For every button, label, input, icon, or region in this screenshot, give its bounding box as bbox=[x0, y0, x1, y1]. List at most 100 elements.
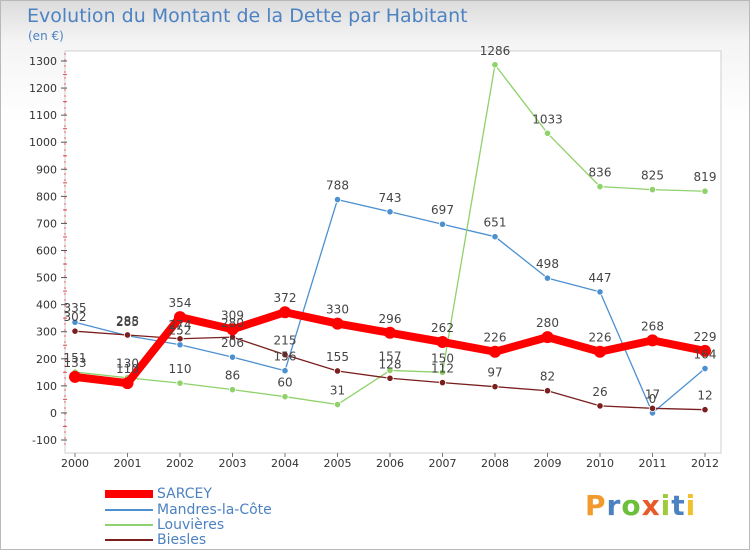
data-point bbox=[386, 366, 394, 375]
data-label: 31 bbox=[330, 384, 345, 398]
data-point bbox=[701, 364, 709, 373]
data-point bbox=[228, 386, 237, 394]
data-label: 302 bbox=[64, 310, 87, 324]
legend-label-sarcey: SARCEY bbox=[157, 486, 212, 502]
data-point bbox=[71, 327, 79, 335]
data-label: 150 bbox=[431, 351, 454, 365]
data-label: 215 bbox=[274, 334, 297, 348]
data-label: 498 bbox=[536, 257, 559, 271]
data-label: 82 bbox=[540, 370, 555, 384]
y-tick-label: 1000 bbox=[29, 136, 57, 149]
data-label: 26 bbox=[592, 385, 607, 399]
data-label: 252 bbox=[169, 324, 192, 338]
data-label: 697 bbox=[431, 203, 454, 217]
legend-label-louvieres: Louvières bbox=[157, 517, 225, 533]
data-point bbox=[174, 311, 186, 324]
data-label: 157 bbox=[379, 349, 402, 363]
y-tick-label: 900 bbox=[36, 163, 57, 176]
legend-item-louvieres: Louvières bbox=[105, 517, 355, 533]
data-label: 128 bbox=[379, 357, 402, 371]
data-point bbox=[333, 367, 342, 375]
data-point bbox=[281, 351, 289, 359]
data-label: 110 bbox=[169, 362, 192, 376]
legend-swatch-louvieres bbox=[105, 524, 153, 526]
data-point bbox=[384, 326, 396, 339]
data-label: 1286 bbox=[480, 44, 511, 58]
data-label: 156 bbox=[274, 350, 297, 364]
data-label: 296 bbox=[379, 312, 402, 326]
data-point bbox=[543, 387, 552, 395]
legend-swatch-sarcey bbox=[105, 490, 153, 498]
data-point bbox=[596, 183, 604, 191]
data-label: 268 bbox=[641, 319, 664, 333]
data-label: 280 bbox=[536, 316, 559, 330]
data-point bbox=[123, 331, 132, 339]
legend-item-sarcey: SARCEY bbox=[105, 486, 355, 502]
y-tick-label: 400 bbox=[36, 299, 57, 312]
y-tick-label: 1300 bbox=[29, 55, 57, 68]
data-point bbox=[281, 393, 289, 401]
data-point bbox=[279, 306, 291, 319]
legend-item-biesles: Biesles bbox=[105, 532, 355, 548]
data-point bbox=[333, 400, 342, 409]
data-point bbox=[701, 187, 709, 195]
data-label: 280 bbox=[221, 316, 244, 330]
data-label: 788 bbox=[326, 179, 349, 193]
data-point bbox=[543, 274, 552, 282]
data-point bbox=[438, 368, 447, 376]
data-point bbox=[438, 379, 447, 387]
data-point bbox=[596, 402, 604, 410]
legend-label-mandres: Mandres-la-Côte bbox=[157, 502, 272, 518]
data-label: 274 bbox=[169, 318, 192, 332]
data-label: 112 bbox=[431, 362, 454, 376]
data-label: 12 bbox=[697, 389, 712, 403]
data-label: 164 bbox=[694, 348, 717, 362]
x-tick-label: 2002 bbox=[166, 457, 194, 470]
y-tick-label: 1200 bbox=[29, 82, 57, 95]
data-point bbox=[699, 344, 711, 357]
data-label: 229 bbox=[694, 330, 717, 344]
data-label: 836 bbox=[589, 166, 612, 180]
data-point bbox=[281, 367, 289, 375]
data-label: 0 bbox=[649, 392, 657, 406]
x-tick-label: 2004 bbox=[271, 457, 299, 470]
data-point bbox=[228, 353, 237, 361]
data-point bbox=[121, 377, 134, 390]
x-tick-label: 2009 bbox=[534, 457, 562, 470]
data-point bbox=[491, 383, 499, 391]
x-tick-label: 2003 bbox=[219, 457, 247, 470]
data-label: 743 bbox=[379, 191, 402, 205]
data-label: 825 bbox=[641, 169, 664, 183]
data-label: 309 bbox=[221, 308, 244, 322]
data-point bbox=[648, 404, 657, 412]
data-point bbox=[176, 379, 184, 387]
x-tick-label: 2007 bbox=[429, 457, 457, 470]
data-label: 226 bbox=[589, 331, 612, 345]
y-tick-label: 1100 bbox=[29, 109, 57, 122]
data-point bbox=[331, 317, 344, 330]
data-label: 97 bbox=[487, 366, 502, 380]
chart-subtitle: (en €) bbox=[28, 29, 64, 43]
data-label: 262 bbox=[431, 321, 454, 335]
data-point bbox=[176, 335, 184, 343]
data-label: 330 bbox=[326, 303, 349, 317]
x-tick-label: 2011 bbox=[639, 457, 667, 470]
data-point bbox=[333, 196, 342, 204]
data-point bbox=[491, 61, 499, 69]
data-point bbox=[596, 288, 604, 296]
legend-item-mandres: Mandres-la-Côte bbox=[105, 502, 355, 518]
data-label: 60 bbox=[277, 376, 292, 390]
data-point bbox=[701, 406, 709, 414]
data-point bbox=[648, 185, 657, 194]
data-point bbox=[594, 345, 606, 358]
data-label: 17 bbox=[645, 387, 660, 401]
data-label: 288 bbox=[116, 314, 139, 328]
y-tick-label: 700 bbox=[36, 217, 57, 230]
data-point bbox=[489, 345, 501, 358]
proxiti-logo: Proxiti bbox=[585, 489, 697, 522]
data-point bbox=[71, 318, 79, 326]
data-point bbox=[438, 220, 447, 228]
y-tick-label: 300 bbox=[36, 326, 57, 339]
